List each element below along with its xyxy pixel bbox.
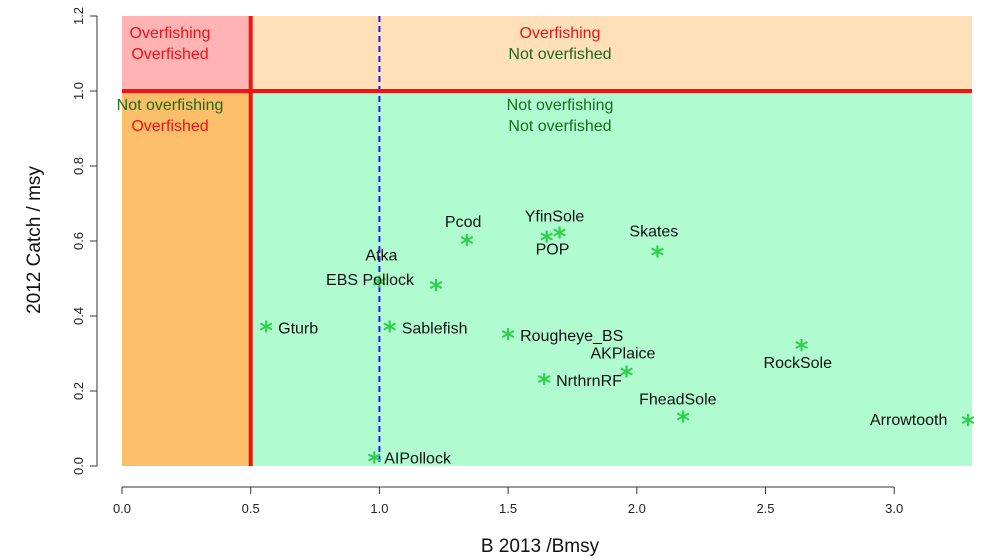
reference-lines [122, 16, 972, 466]
zone-label-overfishing-overfished-line1: Overfishing [130, 25, 211, 42]
point-skates: * [651, 241, 665, 271]
point-label-arrowtooth: Arrowtooth [870, 412, 947, 429]
x-tick-label: 2.0 [628, 501, 646, 516]
point-label-atka: Atka [365, 247, 397, 264]
points-layer: * Gturb*Atka*EBS Pollock* Sablefish*Pcod*Y… [259, 208, 975, 477]
x-tick-label: 1.5 [499, 501, 517, 516]
point-akplaice: * [620, 361, 634, 391]
zone-label-overfishing-overfished-line2: Overfished [131, 46, 208, 63]
point-yfinsole: * [540, 226, 554, 256]
point-label-gturb: Gturb [278, 320, 318, 337]
x-tick-label: 0.5 [242, 501, 260, 516]
zone-not-overfishing-not-overfished [250, 91, 972, 466]
x-tick-label: 3.0 [885, 501, 903, 516]
x-tick-label: 1.0 [370, 501, 388, 516]
point-nrthrnrf: * [537, 369, 551, 399]
point-arrowtooth: * [961, 410, 975, 440]
point-label-yfinsole: YfinSole [525, 208, 585, 225]
point-pop: * [553, 223, 567, 253]
x-tick-label: 0.0 [113, 501, 131, 516]
zone-overfishing-overfished [122, 16, 251, 91]
point-fheadsole: * [676, 406, 690, 436]
zone-label-overfishing-not-overfished-line2: Not overfished [508, 46, 611, 63]
y-tick-label: 0.6 [71, 232, 86, 250]
point-atka: * [373, 271, 387, 301]
zones-layer [122, 16, 972, 466]
axes: 0.0 0.5 1.0 1.5 2.0 2.5 3.0 0.0 0.2 0.4 0.6 0.8 1.0 1… [71, 7, 903, 516]
zone-label-overfishing-not-overfished-line1: Overfishing [520, 25, 601, 42]
point-label-skates: Skates [629, 223, 678, 240]
zone-not-overfishing-overfished [122, 91, 251, 466]
y-tick-label: 0.2 [71, 382, 86, 400]
zone-label-not-overfishing-overfished-line2: Overfished [131, 118, 208, 135]
point-label-rougheye-bs: Rougheye_BS [520, 328, 623, 345]
x-axis-title: B 2013 /Bmsy [481, 536, 600, 557]
zone-label-not-overfishing-not-overfished-line2: Not overfished [508, 118, 611, 135]
point-label-sablefish: Sablefish [402, 320, 468, 337]
zone-overfishing-not-overfished [250, 16, 972, 91]
point-label-rocksole: RockSole [764, 355, 833, 372]
point-label-akplaice: AKPlaice [591, 345, 656, 362]
point-label-ebs-pollock: EBS Pollock [326, 272, 415, 289]
y-tick-label: 0.0 [71, 457, 86, 475]
x-tick-label: 2.5 [756, 501, 774, 516]
y-tick-label: 1.2 [71, 7, 86, 25]
point-rougheye-bs: * [501, 324, 515, 354]
point-rocksole: * [795, 335, 809, 365]
y-tick-label: 0.4 [71, 307, 86, 325]
zone-label-not-overfishing-not-overfished-line1: Not overfishing [507, 97, 614, 114]
point-pcod: * [460, 230, 474, 260]
zone-labels: Overfishing Overfished Overfishing Not over… [117, 25, 614, 135]
zone-label-not-overfishing-overfished-line1: Not overfishing [117, 97, 224, 114]
point-label-fheadsole: FheadSole [639, 391, 716, 408]
point-label-pop: POP [536, 242, 570, 259]
y-tick-label: 0.8 [71, 157, 86, 175]
point-gturb: * [259, 316, 273, 346]
y-axis-title: 2012 Catch / msy [24, 166, 45, 314]
point-aipollock: * [367, 448, 381, 478]
point-label-aipollock: AIPollock [384, 451, 452, 468]
y-tick-label: 1.0 [71, 82, 86, 100]
point-sablefish: * [383, 316, 397, 346]
point-ebs-pollock: * [429, 275, 443, 305]
point-label-pcod: Pcod [445, 214, 481, 231]
point-label-nrthrnrf: NrthrnRF [556, 373, 622, 390]
